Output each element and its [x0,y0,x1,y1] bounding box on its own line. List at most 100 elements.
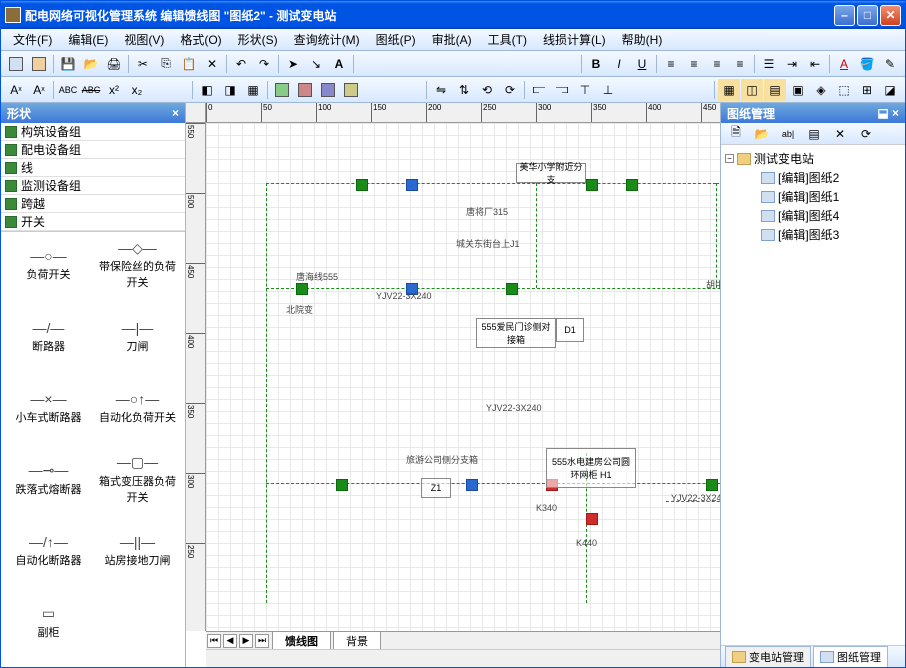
shape-group[interactable]: 线 [1,159,185,177]
print-icon[interactable]: 🖨 [103,53,125,75]
shape-item[interactable]: —×—小车式断路器 [5,379,92,435]
diagram-label[interactable]: K340 [536,503,557,513]
menu-item[interactable]: 审批(A) [424,29,480,50]
menu-item[interactable]: 线损计算(L) [535,29,614,50]
shape-item[interactable]: —▢—箱式变压器负荷开关 [94,451,181,507]
align-icon[interactable]: ⊥ [597,79,619,101]
refresh-icon[interactable]: ⟳ [855,123,877,145]
view-icon[interactable]: ▤ [764,79,786,101]
line-color-icon[interactable]: ✎ [879,53,901,75]
shape-item[interactable]: —|—刀闸 [94,308,181,364]
underline-icon[interactable]: U [631,53,653,75]
view-icon[interactable]: ▣ [787,79,809,101]
panel-close-icon[interactable]: × [172,106,179,120]
device-symbol[interactable] [706,479,718,491]
edge-vertical[interactable] [716,183,717,288]
shape-item[interactable]: —○—负荷开关 [5,236,92,292]
view-icon[interactable]: ◈ [810,79,832,101]
canvas-tab[interactable]: 馈线图 [272,631,331,651]
device-symbol[interactable] [586,179,598,191]
shape-item[interactable]: —/↑—自动化断路器 [5,522,92,578]
italic-icon[interactable]: I [608,53,630,75]
tree-item[interactable]: [编辑]图纸2 [725,168,901,187]
align-icon[interactable]: ⊤ [574,79,596,101]
list-icon[interactable]: ☰ [758,53,780,75]
tab-next-icon[interactable]: ▶ [239,634,253,648]
minimize-button[interactable]: – [834,5,855,26]
device-symbol[interactable] [626,179,638,191]
delete-icon[interactable]: ✕ [201,53,223,75]
sup-x-icon[interactable]: x² [103,79,125,101]
tree-collapse-icon[interactable]: − [725,154,734,163]
new-icon[interactable]: 🗎 [725,123,747,145]
edge-horizontal[interactable] [266,483,720,484]
shape-item[interactable]: —◇—带保险丝的负荷开关 [94,236,181,292]
menu-item[interactable]: 帮助(H) [614,29,671,50]
menu-item[interactable]: 形状(S) [230,29,286,50]
shape-icon[interactable]: ◧ [196,79,218,101]
diagram-label[interactable]: 唐将厂315 [466,205,508,218]
diagram-node[interactable]: 美华小学附近分支 [516,163,586,183]
tree-item[interactable]: [编辑]图纸3 [725,225,901,244]
diagram-label[interactable]: K440 [576,538,597,548]
diagram-label[interactable]: YJV22-3X240 [671,493,720,503]
indent-icon[interactable]: ⇥ [781,53,803,75]
tree-item[interactable]: [编辑]图纸4 [725,206,901,225]
tab-prev-icon[interactable]: ◀ [223,634,237,648]
layer-icon[interactable] [294,79,316,101]
shape-item[interactable]: ▭副柜 [5,594,92,650]
tree-item[interactable]: [编辑]图纸1 [725,187,901,206]
rotate-icon[interactable]: ⟲ [476,79,498,101]
shape-group[interactable]: 监测设备组 [1,177,185,195]
diagram[interactable]: 美华小学附近分支Z6555爱民门诊侧对接箱D1555转角箱分支处555水电建房公… [206,123,720,631]
maximize-button[interactable]: □ [857,5,878,26]
tool-icon[interactable] [5,53,27,75]
view-icon[interactable]: ◫ [741,79,763,101]
canvas-viewport[interactable]: 美华小学附近分支Z6555爱民门诊侧对接箱D1555转角箱分支处555水电建房公… [206,123,720,631]
redo-icon[interactable]: ↷ [253,53,275,75]
diagram-label[interactable]: 北院变 [286,303,313,316]
undo-icon[interactable]: ↶ [230,53,252,75]
diagram-label[interactable]: YJV22-3X240 [376,291,432,301]
open-folder-icon[interactable]: 📂 [751,123,773,145]
device-symbol[interactable] [466,479,478,491]
paste-icon[interactable]: 📋 [178,53,200,75]
menu-item[interactable]: 查询统计(M) [286,29,368,50]
connector-icon[interactable]: ↘ [305,53,327,75]
layer-icon[interactable] [271,79,293,101]
align-left-icon[interactable]: ≡ [660,53,682,75]
align-icon[interactable]: ⫍ [528,79,550,101]
align-center-icon[interactable]: ≡ [683,53,705,75]
rename-icon[interactable]: ab| [777,123,799,145]
pointer-icon[interactable]: ➤ [282,53,304,75]
panel-tab[interactable]: 图纸管理 [813,646,888,668]
menu-item[interactable]: 格式(O) [172,29,229,50]
shape-group[interactable]: 构筑设备组 [1,123,185,141]
view-icon[interactable]: ⊞ [856,79,878,101]
menu-item[interactable]: 工具(T) [480,29,535,50]
delete-icon[interactable]: ✕ [829,123,851,145]
diagram-node[interactable]: 555爱民门诊侧对接箱 [476,318,556,348]
diagram-label[interactable]: 城关东街台上J1 [456,237,520,250]
align-justify-icon[interactable]: ≡ [729,53,751,75]
flip-v-icon[interactable]: ⇅ [453,79,475,101]
text-icon[interactable]: A [328,53,350,75]
device-symbol[interactable] [336,479,348,491]
device-symbol[interactable] [586,513,598,525]
abc-icon[interactable]: ABC [57,79,79,101]
device-symbol[interactable] [356,179,368,191]
device-symbol[interactable] [406,179,418,191]
diagram-label[interactable]: 旅游公司侧分支箱 [406,453,478,466]
shape-item[interactable]: —⊸—跌落式熔断器 [5,451,92,507]
view-icon[interactable]: ▦ [718,79,740,101]
sub-x-icon[interactable]: x₂ [126,79,148,101]
cut-icon[interactable]: ✂ [132,53,154,75]
tool-icon[interactable] [28,53,50,75]
edge-vertical[interactable] [266,183,267,603]
menu-item[interactable]: 文件(F) [5,29,60,50]
open-icon[interactable]: 📂 [80,53,102,75]
view-icon[interactable]: ◪ [879,79,901,101]
diagram-label[interactable]: 唐海线555 [296,270,338,283]
device-symbol[interactable] [296,283,308,295]
shape-item[interactable]: —/—断路器 [5,308,92,364]
